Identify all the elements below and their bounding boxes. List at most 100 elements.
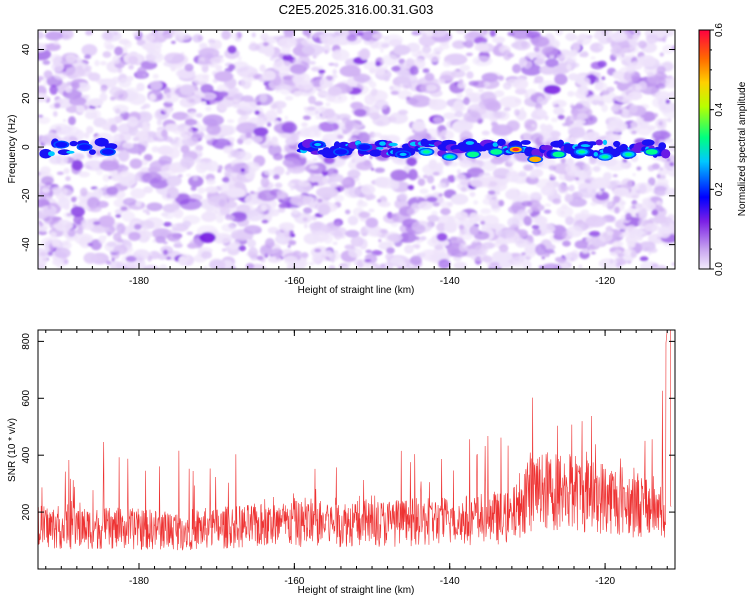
- noise-blob: [632, 33, 640, 42]
- noise-blob: [65, 86, 72, 93]
- noise-blob: [224, 214, 235, 221]
- noise-blob: [390, 169, 409, 181]
- noise-blob: [505, 189, 519, 200]
- noise-blob: [433, 191, 440, 197]
- signal-peak-core: [104, 150, 112, 154]
- signal-blob: [540, 145, 553, 151]
- noise-blob: [173, 208, 184, 219]
- noise-blob: [464, 87, 474, 95]
- noise-blob: [658, 175, 666, 180]
- noise-blob: [592, 165, 601, 172]
- noise-blob: [475, 214, 485, 221]
- noise-blob: [369, 155, 373, 159]
- noise-blob: [612, 187, 630, 197]
- noise-blob: [261, 204, 267, 212]
- noise-blob: [432, 171, 440, 176]
- noise-blob: [339, 65, 361, 77]
- noise-blob: [522, 112, 526, 117]
- noise-blob: [507, 217, 520, 228]
- noise-blob: [206, 178, 216, 185]
- noise-blob: [55, 194, 65, 200]
- noise-blob: [568, 73, 579, 81]
- signal-peak-core: [360, 145, 368, 149]
- noise-blob: [492, 167, 511, 179]
- signal-peak-core: [314, 143, 322, 147]
- noise-blob: [75, 228, 84, 235]
- colorbar: 0.0 0.2 0.4 0.6 Normalized spectral amplitu…: [698, 23, 748, 276]
- noise-blob: [256, 101, 262, 106]
- noise-blob: [380, 264, 386, 268]
- noise-blob: [639, 117, 645, 121]
- noise-blob: [172, 127, 184, 135]
- signal-blob: [94, 137, 109, 147]
- noise-blob: [350, 94, 356, 100]
- noise-blob: [345, 229, 360, 238]
- noise-blob: [227, 45, 237, 54]
- noise-blob: [154, 236, 166, 244]
- noise-blob: [268, 208, 274, 215]
- noise-blob: [263, 38, 267, 42]
- noise-blob: [141, 125, 151, 132]
- noise-blob: [370, 88, 378, 97]
- spectrogram-ylabel: Frequency (Hz): [7, 115, 18, 184]
- noise-blob: [590, 201, 598, 206]
- noise-blob: [93, 221, 101, 226]
- noise-blob: [313, 231, 330, 242]
- noise-blob: [189, 99, 195, 103]
- noise-blob: [179, 198, 202, 210]
- noise-blob: [609, 251, 617, 256]
- noise-blob: [299, 154, 306, 158]
- noise-blob: [470, 255, 477, 259]
- noise-blob: [309, 172, 315, 177]
- noise-blob: [166, 193, 171, 199]
- noise-blob: [409, 255, 422, 266]
- spectrogram-panel: -180 -160 -140 -120 -40 -20 0 20 40 Height of st…: [7, 29, 676, 296]
- noise-blob: [567, 90, 575, 97]
- noise-blob: [228, 64, 236, 71]
- noise-blob: [238, 101, 257, 111]
- noise-blob: [594, 81, 608, 92]
- noise-blob: [38, 171, 41, 176]
- noise-blob: [45, 31, 63, 41]
- noise-blob: [245, 209, 265, 222]
- noise-blob: [197, 187, 205, 194]
- noise-blob: [550, 130, 561, 138]
- noise-blob: [113, 232, 122, 242]
- noise-blob: [99, 160, 120, 172]
- noise-blob: [51, 62, 64, 72]
- noise-blob: [273, 35, 282, 40]
- noise-blob: [665, 99, 671, 104]
- noise-blob: [110, 124, 118, 133]
- noise-blob: [273, 174, 280, 180]
- noise-blob: [114, 31, 118, 35]
- noise-blob: [466, 71, 474, 79]
- noise-blob: [121, 211, 136, 222]
- noise-blob: [462, 41, 466, 46]
- noise-blob: [287, 182, 295, 187]
- noise-blob: [248, 43, 260, 52]
- noise-blob: [63, 259, 69, 264]
- noise-blob: [502, 49, 512, 61]
- noise-blob: [653, 139, 660, 147]
- noise-blob: [585, 215, 607, 228]
- noise-blob: [551, 175, 557, 180]
- noise-blob: [597, 60, 607, 68]
- noise-blob: [545, 249, 555, 254]
- noise-blob: [556, 206, 574, 218]
- noise-blob: [662, 38, 666, 43]
- noise-blob: [666, 158, 671, 162]
- noise-blob: [139, 219, 155, 230]
- noise-blob: [669, 162, 675, 167]
- noise-blob: [163, 249, 168, 255]
- noise-blob: [158, 155, 173, 166]
- y-tick-label: 0: [21, 144, 32, 150]
- noise-blob: [446, 99, 455, 106]
- noise-blob: [662, 118, 668, 122]
- signal-peak-core: [531, 157, 539, 161]
- noise-blob: [218, 199, 226, 208]
- y-tick-label: 600: [21, 390, 32, 407]
- noise-blob: [312, 157, 318, 162]
- snr-axes: -180 -160 -140 -120 200 400 600 800: [21, 330, 675, 587]
- noise-blob: [284, 115, 288, 120]
